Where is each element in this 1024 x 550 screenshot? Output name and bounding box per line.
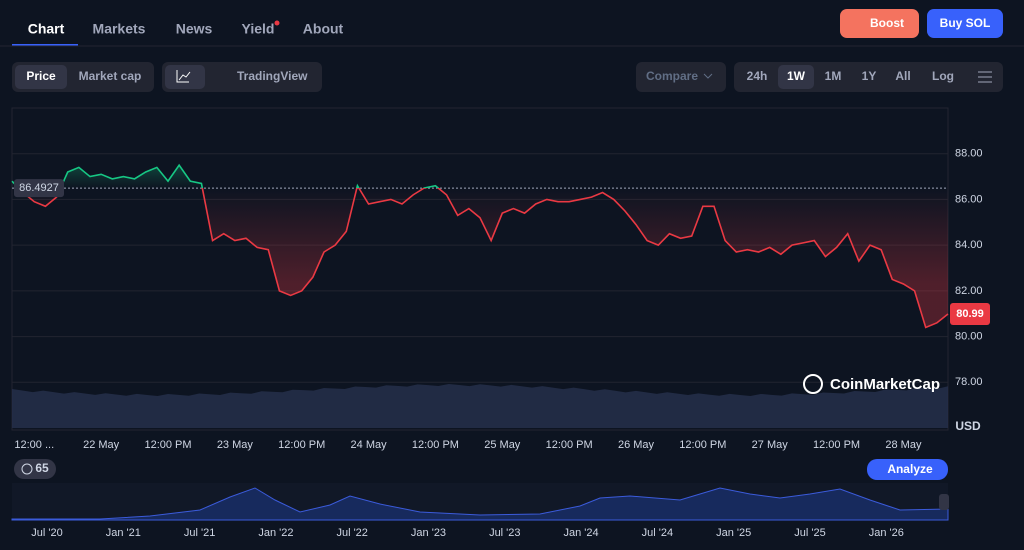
- nav-tab[interactable]: Markets: [93, 21, 146, 37]
- x-tick-label: 12:00 PM: [679, 439, 726, 451]
- mode-price[interactable]: Price: [26, 69, 56, 83]
- x-tick-label: 27 May: [752, 439, 789, 451]
- last-price-badge: [950, 302, 990, 325]
- x-tick-label: 12:00 PM: [412, 439, 459, 451]
- tab-underline: [12, 44, 78, 46]
- volume-band: [12, 384, 948, 428]
- navigator-label: Jan '23: [411, 527, 446, 539]
- x-tick-label: 12:00 ...: [14, 439, 54, 451]
- analyze-button[interactable]: [867, 459, 948, 480]
- range-option[interactable]: 1W: [787, 69, 806, 83]
- buy-button[interactable]: [927, 9, 1003, 38]
- history-badge[interactable]: [14, 459, 56, 479]
- range-option[interactable]: 24h: [747, 69, 768, 83]
- cmc-logo: [803, 374, 823, 394]
- navigator-label: Jan '24: [564, 527, 599, 539]
- navigator-labels: Jul '20 Jan '21 Jul '21 Jan '22 Jul '22 Jan '…: [31, 527, 904, 539]
- nav-tab[interactable]: News: [176, 21, 213, 37]
- ranges: 24h 1W 1M 1Y All Log: [747, 69, 954, 83]
- nav-tab[interactable]: About: [303, 21, 344, 37]
- y-tick-label: 78.00: [955, 376, 983, 388]
- x-tick-label: 12:00 PM: [278, 439, 325, 451]
- navigator-label: Jan '22: [258, 527, 293, 539]
- notice-dot: [274, 20, 280, 26]
- last-price-label: 80.99: [956, 308, 984, 320]
- y-tick-label: 84.00: [955, 239, 983, 251]
- navigator-label: Jan '21: [106, 527, 141, 539]
- history-icon: [21, 463, 33, 475]
- mode-active: [15, 65, 67, 89]
- range-option[interactable]: Log: [932, 69, 954, 83]
- boost-button[interactable]: [840, 9, 919, 38]
- y-tick-label: 82.00: [955, 285, 983, 297]
- reference-badge: [14, 179, 64, 198]
- range-option[interactable]: 1M: [825, 69, 842, 83]
- nav-tab[interactable]: Yield: [242, 21, 275, 37]
- navigator-label: Jul '21: [184, 527, 215, 539]
- x-tick-label: 26 May: [618, 439, 655, 451]
- buy-label[interactable]: Buy SOL: [940, 16, 991, 30]
- price-line: [11, 163, 949, 329]
- history-count: 65: [35, 461, 49, 475]
- y-tick-label: 86.00: [955, 193, 983, 205]
- x-tick-label: 12:00 PM: [813, 439, 860, 451]
- navigator-label: Jul '25: [794, 527, 825, 539]
- analyze-label[interactable]: Analyze: [887, 462, 933, 476]
- line-icon-bg[interactable]: [165, 65, 205, 89]
- boost-label[interactable]: Boost: [870, 16, 904, 30]
- unit-label: USD: [955, 419, 981, 433]
- compare-label[interactable]: Compare: [646, 69, 698, 83]
- x-tick-label: 22 May: [83, 439, 120, 451]
- navigator-label: Jan '25: [716, 527, 751, 539]
- x-tick-label: 24 May: [351, 439, 388, 451]
- navigator-label: Jul '24: [642, 527, 673, 539]
- x-tick-label: 28 May: [885, 439, 922, 451]
- watermark: CoinMarketCap: [830, 376, 940, 393]
- x-tick-label: 23 May: [217, 439, 254, 451]
- range-active: [778, 65, 814, 89]
- navigator-handle[interactable]: [939, 494, 949, 510]
- navigator-label: Jan '26: [869, 527, 904, 539]
- tradingview[interactable]: TradingView: [237, 69, 308, 83]
- navigator-label: Jul '20: [31, 527, 62, 539]
- navigator-area: [11, 487, 949, 521]
- y-tick-label: 80.00: [955, 330, 983, 342]
- range-option[interactable]: 1Y: [862, 69, 877, 83]
- x-tick-label: 12:00 PM: [144, 439, 191, 451]
- nav-tab[interactable]: Chart: [28, 21, 65, 37]
- line-icon: [176, 70, 191, 83]
- mode-marketcap[interactable]: Market cap: [79, 69, 142, 83]
- x-tick-label: 25 May: [484, 439, 521, 451]
- compare-button[interactable]: [636, 62, 726, 92]
- plot: 78.00 80.00 82.00 84.00 86.00 88.00 86.4927 80.…: [11, 148, 990, 451]
- chevron: [703, 73, 713, 79]
- nav: Chart Markets News Yield About: [28, 20, 344, 37]
- settings-icon[interactable]: [978, 71, 992, 83]
- y-tick-label: 88.00: [955, 148, 983, 160]
- range-option[interactable]: All: [895, 69, 910, 83]
- navigator-label: Jul '22: [336, 527, 367, 539]
- reference-label: 86.4927: [19, 182, 59, 194]
- navigator-label: Jul '23: [489, 527, 520, 539]
- x-tick-label: 12:00 PM: [546, 439, 593, 451]
